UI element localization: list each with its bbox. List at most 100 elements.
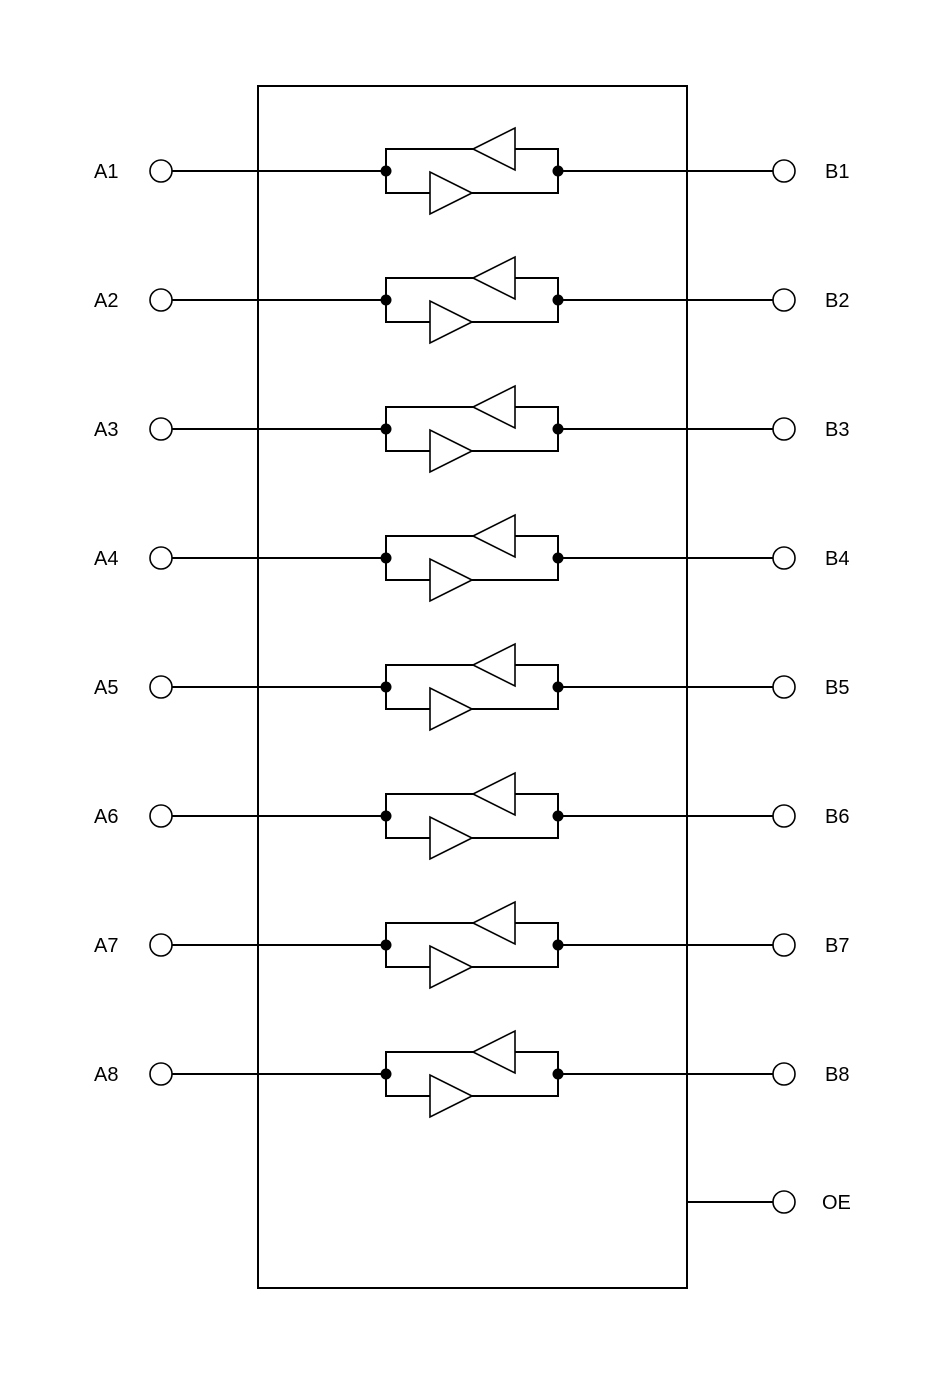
junction-dot (552, 939, 564, 951)
b-pin-label: B8 (825, 1064, 849, 1086)
buffer-a-to-b-icon (429, 170, 474, 216)
lower-rail-left (385, 429, 430, 452)
b5-pin-terminal[interactable] (772, 675, 796, 699)
junction-dot (380, 165, 392, 177)
upper-rail-left (385, 148, 473, 171)
oe-label: OE (822, 1192, 851, 1214)
output-enable-group: OE (687, 1190, 851, 1214)
b-pin-label: B2 (825, 290, 849, 312)
oe-pin-terminal[interactable] (772, 1190, 796, 1214)
a-pin-label: A2 (94, 290, 118, 312)
a1-pin-terminal[interactable] (149, 159, 173, 183)
junction-dot (552, 681, 564, 693)
b-pin-label: B5 (825, 677, 849, 699)
b7-pin-terminal[interactable] (772, 933, 796, 957)
upper-rail-left (385, 793, 473, 816)
lower-rail-left (385, 816, 430, 839)
buffer-a-to-b-icon (429, 557, 474, 603)
lower-rail-left (385, 300, 430, 323)
buffer-b-to-a-icon (471, 255, 516, 301)
a-pin-label: A6 (94, 806, 118, 828)
junction-dot (552, 552, 564, 564)
upper-rail-left (385, 664, 473, 687)
lower-rail-right (472, 429, 559, 452)
upper-rail-right (515, 148, 559, 171)
upper-rail-left (385, 1051, 473, 1074)
a7-pin-terminal[interactable] (149, 933, 173, 957)
buffer-b-to-a-icon (471, 126, 516, 172)
junction-dot (380, 810, 392, 822)
buffer-b-to-a-icon (471, 384, 516, 430)
lower-rail-right (472, 171, 559, 194)
b3-pin-terminal[interactable] (772, 417, 796, 441)
a6-pin-terminal[interactable] (149, 804, 173, 828)
junction-dot (380, 552, 392, 564)
lower-rail-left (385, 687, 430, 710)
junction-dot (380, 939, 392, 951)
upper-rail-right (515, 922, 559, 945)
junction-dot (380, 294, 392, 306)
buffer-a-to-b-icon (429, 1073, 474, 1119)
b-pin-label: B6 (825, 806, 849, 828)
a8-pin-terminal[interactable] (149, 1062, 173, 1086)
lower-rail-right (472, 816, 559, 839)
b4-pin-terminal[interactable] (772, 546, 796, 570)
junction-dot (380, 1068, 392, 1080)
buffer-a-to-b-icon (429, 428, 474, 474)
junction-dot (552, 810, 564, 822)
lower-rail-right (472, 1074, 559, 1097)
upper-rail-left (385, 535, 473, 558)
b-pin-label: B7 (825, 935, 849, 957)
b8-pin-terminal[interactable] (772, 1062, 796, 1086)
junction-dot (380, 681, 392, 693)
lower-rail-left (385, 171, 430, 194)
buffer-a-to-b-icon (429, 299, 474, 345)
buffer-a-to-b-icon (429, 686, 474, 732)
upper-rail-right (515, 406, 559, 429)
buffer-a-to-b-icon (429, 944, 474, 990)
upper-rail-right (515, 535, 559, 558)
b-pin-label: B3 (825, 419, 849, 441)
a-pin-label: A3 (94, 419, 118, 441)
lower-rail-right (472, 300, 559, 323)
b-pin-label: B4 (825, 548, 849, 570)
buffer-a-to-b-icon (429, 815, 474, 861)
a-pin-label: A5 (94, 677, 118, 699)
junction-dot (552, 294, 564, 306)
b2-pin-terminal[interactable] (772, 288, 796, 312)
a-pin-label: A1 (94, 161, 118, 183)
a4-pin-terminal[interactable] (149, 546, 173, 570)
upper-rail-left (385, 922, 473, 945)
buffer-b-to-a-icon (471, 900, 516, 946)
a3-pin-terminal[interactable] (149, 417, 173, 441)
upper-rail-right (515, 793, 559, 816)
a-pin-label: A4 (94, 548, 118, 570)
lower-rail-left (385, 945, 430, 968)
junction-dot (380, 423, 392, 435)
b-pin-label: B1 (825, 161, 849, 183)
upper-rail-right (515, 664, 559, 687)
buffer-b-to-a-icon (471, 513, 516, 559)
upper-rail-left (385, 277, 473, 300)
upper-rail-left (385, 406, 473, 429)
lower-rail-right (472, 945, 559, 968)
lower-rail-left (385, 1074, 430, 1097)
upper-rail-right (515, 277, 559, 300)
junction-dot (552, 165, 564, 177)
channels-group: A1 B1 A2 B2 A3 B3 A4 B4 A5 B5 A6 B6 A7 B7 A8 B8 (94, 126, 849, 1119)
b6-pin-terminal[interactable] (772, 804, 796, 828)
a-pin-label: A7 (94, 935, 118, 957)
junction-dot (552, 1068, 564, 1080)
junction-dot (552, 423, 564, 435)
a5-pin-terminal[interactable] (149, 675, 173, 699)
a2-pin-terminal[interactable] (149, 288, 173, 312)
b1-pin-terminal[interactable] (772, 159, 796, 183)
buffer-b-to-a-icon (471, 771, 516, 817)
lower-rail-right (472, 558, 559, 581)
lower-rail-right (472, 687, 559, 710)
a-pin-label: A8 (94, 1064, 118, 1086)
upper-rail-right (515, 1051, 559, 1074)
buffer-b-to-a-icon (471, 1029, 516, 1075)
lower-rail-left (385, 558, 430, 581)
